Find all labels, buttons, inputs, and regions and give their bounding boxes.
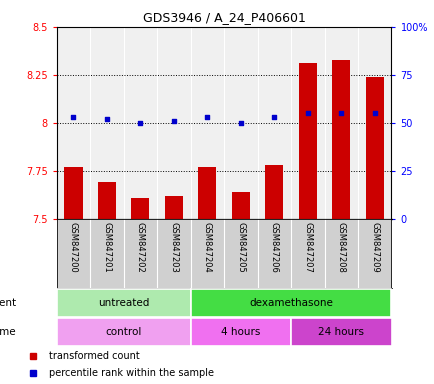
- Point: [337, 110, 344, 116]
- Bar: [97, 182, 116, 219]
- Bar: [190, 289, 391, 317]
- Text: GSM847207: GSM847207: [302, 222, 312, 273]
- Bar: [190, 318, 290, 346]
- Bar: [365, 77, 383, 219]
- Text: GSM847208: GSM847208: [336, 222, 345, 273]
- Bar: [56, 318, 190, 346]
- Point: [103, 116, 110, 122]
- Text: time: time: [0, 327, 16, 337]
- Text: GSM847205: GSM847205: [236, 222, 245, 273]
- Bar: [331, 60, 350, 219]
- Bar: [164, 196, 183, 219]
- Bar: [231, 192, 250, 219]
- Text: control: control: [105, 327, 141, 337]
- Bar: [197, 167, 216, 219]
- Text: GSM847200: GSM847200: [69, 222, 78, 273]
- Text: 4 hours: 4 hours: [220, 327, 260, 337]
- Text: dexamethasone: dexamethasone: [249, 298, 332, 308]
- Text: transformed count: transformed count: [49, 351, 140, 361]
- Text: 24 hours: 24 hours: [318, 327, 363, 337]
- Point: [70, 114, 77, 120]
- Title: GDS3946 / A_24_P406601: GDS3946 / A_24_P406601: [142, 11, 305, 24]
- Point: [270, 114, 277, 120]
- Point: [237, 120, 244, 126]
- Point: [304, 110, 311, 116]
- Bar: [264, 165, 283, 219]
- Text: untreated: untreated: [98, 298, 149, 308]
- Bar: [64, 167, 82, 219]
- Text: GSM847209: GSM847209: [369, 222, 378, 273]
- Text: agent: agent: [0, 298, 16, 308]
- Point: [203, 114, 210, 120]
- Text: GSM847202: GSM847202: [135, 222, 145, 273]
- Text: percentile rank within the sample: percentile rank within the sample: [49, 368, 214, 379]
- Bar: [131, 198, 149, 219]
- Text: GSM847201: GSM847201: [102, 222, 111, 273]
- Bar: [290, 318, 391, 346]
- Text: GSM847203: GSM847203: [169, 222, 178, 273]
- Text: GSM847204: GSM847204: [202, 222, 211, 273]
- Point: [170, 118, 177, 124]
- Point: [137, 120, 144, 126]
- Bar: [56, 289, 190, 317]
- Text: GSM847206: GSM847206: [269, 222, 278, 273]
- Point: [371, 110, 378, 116]
- Bar: [298, 63, 316, 219]
